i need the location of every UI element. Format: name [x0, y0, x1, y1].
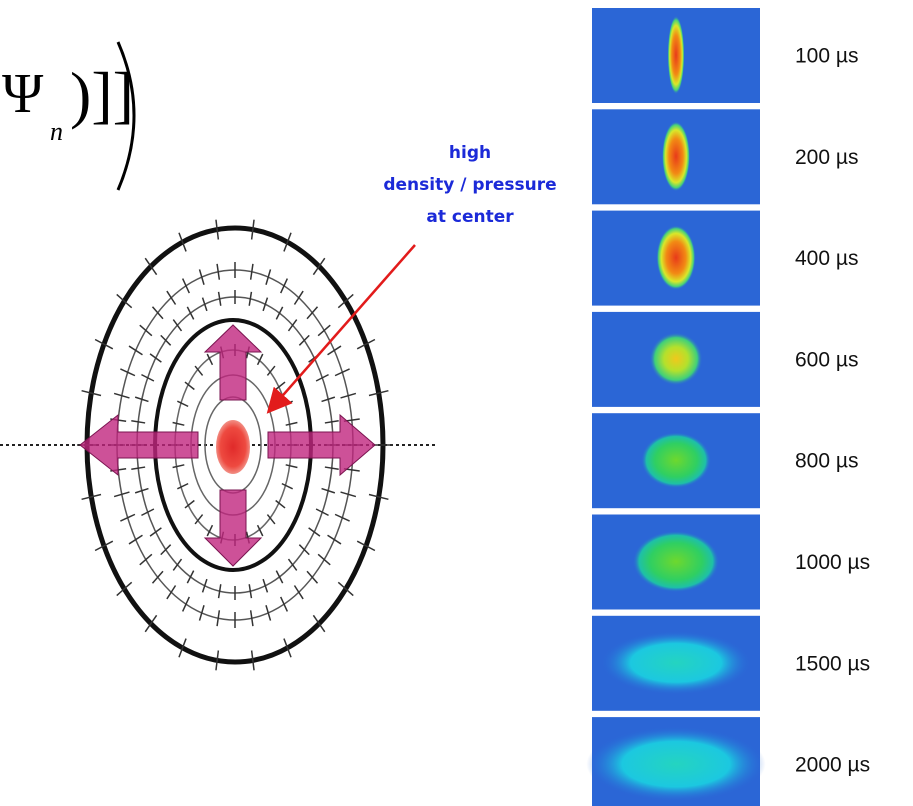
formula-brackets: )]]	[70, 59, 134, 130]
flow-tick	[177, 401, 188, 406]
flow-tick	[140, 554, 152, 564]
atom-cloud	[656, 225, 695, 289]
annotation-line: high	[449, 143, 491, 163]
atom-cloud	[668, 16, 685, 94]
arrow-up	[205, 325, 261, 400]
flow-tick	[140, 325, 152, 335]
flow-tick	[129, 346, 142, 355]
atom-cloud	[600, 631, 751, 695]
time-label: 1500 µs	[795, 652, 870, 675]
flow-tick	[173, 465, 185, 468]
flow-tick	[161, 545, 171, 555]
atom-cloud	[649, 332, 702, 385]
flow-tick	[294, 291, 303, 304]
flow-tick	[318, 554, 330, 564]
flow-tick	[299, 335, 309, 345]
flow-tick	[281, 597, 288, 612]
flow-tick	[173, 423, 185, 426]
flow-tick	[167, 585, 176, 598]
center-blob	[215, 419, 251, 475]
flow-tick	[328, 535, 341, 544]
arrow-down	[205, 490, 261, 566]
flow-tick	[309, 528, 320, 536]
flow-tick	[286, 465, 298, 468]
expansion-diagram	[0, 220, 435, 671]
annotation-line: density / pressure	[383, 175, 556, 195]
flow-tick	[187, 307, 193, 319]
formula-symbol: Ψ	[2, 63, 44, 125]
flow-tick	[286, 423, 298, 426]
flow-tick	[282, 401, 293, 406]
flow-tick	[282, 484, 293, 489]
arrow-right	[268, 415, 375, 475]
atom-cloud	[633, 531, 720, 593]
time-label: 1000 µs	[795, 551, 870, 574]
flow-tick	[150, 354, 161, 362]
flow-tick	[318, 325, 330, 335]
flow-tick	[187, 571, 193, 583]
time-label: 200 µs	[795, 146, 858, 169]
flow-tick	[328, 346, 341, 355]
atom-cloud	[641, 432, 711, 488]
flow-tick	[167, 291, 176, 304]
flow-tick	[183, 597, 190, 612]
flow-tick	[129, 535, 142, 544]
atom-cloud	[662, 121, 690, 191]
image-sequence: 100 µs 200 µs 400 µs 600 µs 800 µs 1000 µs 150…	[586, 8, 870, 806]
flow-tick	[276, 307, 282, 319]
time-label: 600 µs	[795, 348, 858, 371]
flow-tick	[276, 571, 282, 583]
flow-tick	[177, 484, 188, 489]
formula-subscript: n	[50, 117, 63, 146]
figure: Ψ n )]] high density / pressure at cente…	[0, 0, 913, 806]
flow-tick	[281, 279, 288, 294]
flow-tick	[183, 279, 190, 294]
atom-cloud	[586, 726, 765, 802]
flow-tick	[294, 585, 303, 598]
time-label: 400 µs	[795, 247, 858, 270]
time-label: 100 µs	[795, 45, 858, 68]
flow-tick	[150, 528, 161, 536]
time-label: 2000 µs	[795, 754, 870, 777]
annotation-line: at center	[426, 207, 514, 227]
flow-tick	[299, 545, 309, 555]
time-label: 800 µs	[795, 450, 858, 473]
flow-tick	[161, 335, 171, 345]
